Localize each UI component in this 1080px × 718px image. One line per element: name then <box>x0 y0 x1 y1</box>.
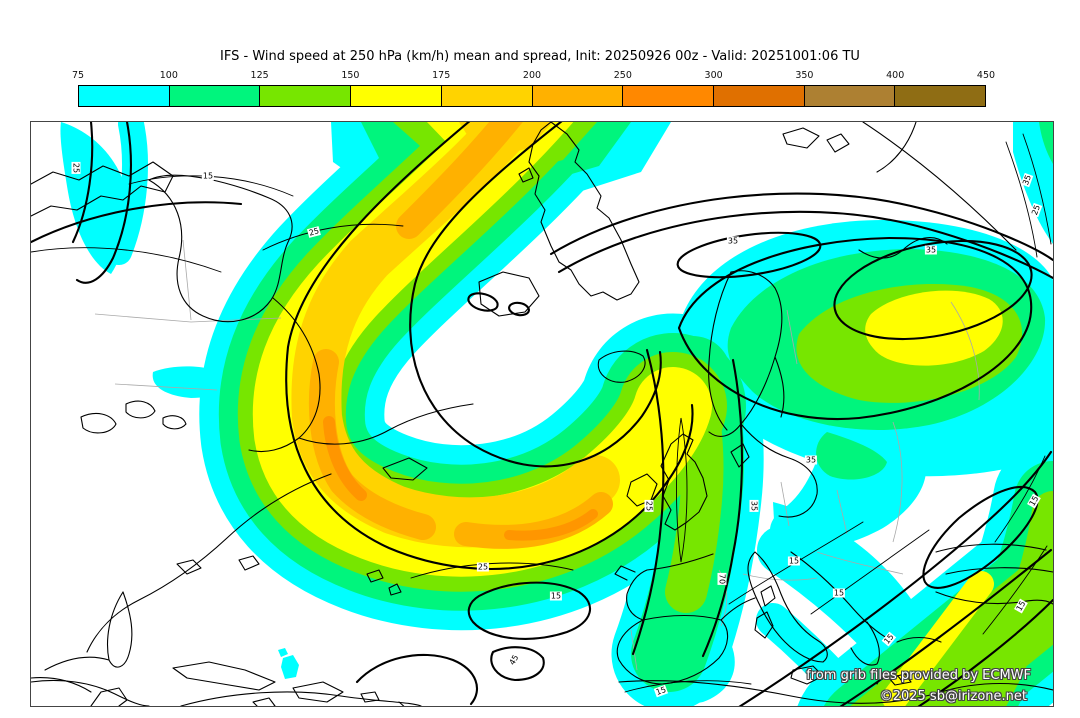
colorbar-tick-label: 175 <box>432 70 451 81</box>
colorbar-tick-label: 250 <box>613 70 632 81</box>
contour-value-label: 15 <box>787 556 801 566</box>
contour-value-label: 35 <box>726 236 740 246</box>
band-orange <box>323 416 598 541</box>
colorbar-tick-label: 200 <box>522 70 542 81</box>
country-borders <box>94 239 980 671</box>
colorbar-bar <box>78 85 986 107</box>
mean-wind-contours <box>31 122 1053 706</box>
map-panel: 15 25 25 35 35 25 15 15 15 35 70 35 15 15 25 35 25 15 45 15… <box>30 121 1054 707</box>
contour-value-label: 25 <box>71 161 81 175</box>
colorbar-segment <box>623 86 714 106</box>
wind-speed-bands <box>60 122 1053 706</box>
colorbar-segment <box>169 86 261 106</box>
contour-value-label: 15 <box>832 588 846 598</box>
map-canvas <box>31 122 1053 706</box>
colorbar-scale: 75 100 125 150 175 200 250 300 350 400 450 <box>72 70 995 107</box>
contour-value-label: 25 <box>644 499 654 513</box>
colorbar-tick-label: 400 <box>886 70 905 81</box>
colorbar-tick-label: 125 <box>250 70 269 81</box>
colorbar-segment <box>532 86 624 106</box>
colorbar-segment <box>441 86 533 106</box>
colorbar-tick-row: 75 100 125 150 175 200 250 300 350 400 450 <box>72 70 995 85</box>
colorbar-tick-label: 150 <box>341 70 360 81</box>
colorbar-segment <box>351 86 442 106</box>
contour-value-label: 35 <box>749 499 759 513</box>
colorbar-tick-label: 450 <box>976 70 996 81</box>
colorbar-segment <box>895 86 986 106</box>
coastlines <box>31 122 1053 706</box>
colorbar-tick-label: 100 <box>159 70 178 81</box>
attribution-copyright: ©2025 sb@irizone.net <box>879 689 1027 704</box>
contour-value-label: 70 <box>717 572 727 586</box>
contour-value-label: 15 <box>201 171 215 181</box>
colorbar-tick-label: 300 <box>704 70 723 81</box>
contour-value-label: 35 <box>924 245 938 255</box>
attribution-source: from grib files provided by ECMWF <box>806 668 1031 683</box>
colorbar-tick-label: 350 <box>795 70 814 81</box>
colorbar-segment <box>79 86 170 106</box>
page-title: IFS - Wind speed at 250 hPa (km/h) mean … <box>220 49 860 64</box>
colorbar-segment <box>804 86 896 106</box>
colorbar-tick-label: 75 <box>71 70 85 81</box>
contour-value-label: 25 <box>476 562 490 572</box>
contour-value-label: 15 <box>549 591 563 601</box>
colorbar-segment <box>713 86 805 106</box>
contour-value-label: 35 <box>804 455 818 465</box>
colorbar-segment <box>260 86 352 106</box>
